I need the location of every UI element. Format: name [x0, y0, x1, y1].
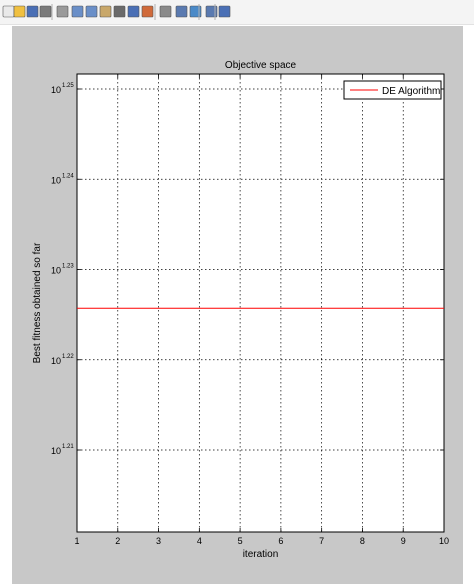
x-tick-label: 9 — [401, 536, 406, 546]
x-tick-label: 3 — [156, 536, 161, 546]
insert-legend-icon[interactable] — [218, 5, 231, 18]
edit-plot-icon[interactable] — [56, 5, 69, 18]
y-tick-label-base: 10 — [51, 85, 61, 95]
rotate-3d-icon[interactable] — [113, 5, 126, 18]
legend-box — [343, 80, 442, 100]
y-axis-label: Best fitness obtained so far — [32, 242, 43, 363]
y-tick-label-exponent: 1.25 — [62, 83, 74, 89]
brush-icon[interactable] — [141, 5, 154, 18]
y-tick-label-exponent: 1.23 — [62, 264, 74, 270]
x-tick-label: 4 — [197, 536, 202, 546]
x-axis-label: iteration — [243, 549, 279, 560]
y-tick-label-exponent: 1.22 — [62, 354, 74, 360]
print-icon[interactable] — [39, 5, 52, 18]
chart-title: Objective space — [225, 60, 297, 71]
legend-label-de-algorithm: DE Algorithm — [382, 86, 440, 97]
x-tick-label: 10 — [439, 536, 449, 546]
zoom-out-icon[interactable] — [85, 5, 98, 18]
open-file-icon[interactable] — [13, 5, 26, 18]
x-tick-label: 1 — [74, 536, 79, 546]
y-tick-label-base: 10 — [51, 356, 61, 366]
data-cursor-icon[interactable] — [127, 5, 140, 18]
zoom-in-icon[interactable] — [71, 5, 84, 18]
y-tick-label-base: 10 — [51, 446, 61, 456]
show-plot-tools-icon[interactable] — [189, 5, 202, 18]
y-tick-label-exponent: 1.21 — [62, 444, 74, 450]
save-icon[interactable] — [26, 5, 39, 18]
grid-lines — [77, 74, 444, 532]
x-tick-label: 6 — [278, 536, 283, 546]
insert-colorbar-icon[interactable] — [205, 5, 218, 18]
pan-icon[interactable] — [99, 5, 112, 18]
y-tick-label-exponent: 1.24 — [62, 173, 74, 179]
toolbar-icon-group — [2, 4, 231, 20]
x-tick-label: 2 — [115, 536, 120, 546]
y-tick-label-base: 10 — [51, 175, 61, 185]
y-tick-label-base: 10 — [51, 266, 61, 276]
x-tick-label: 8 — [360, 536, 365, 546]
new-figure-icon[interactable] — [2, 5, 15, 18]
x-tick-label: 7 — [319, 536, 324, 546]
legend: DE Algorithm — [343, 80, 442, 100]
axes-area — [76, 73, 445, 533]
link-plot-icon[interactable] — [159, 5, 172, 18]
x-tick-label: 5 — [238, 536, 243, 546]
hide-plot-tools-icon[interactable] — [175, 5, 188, 18]
